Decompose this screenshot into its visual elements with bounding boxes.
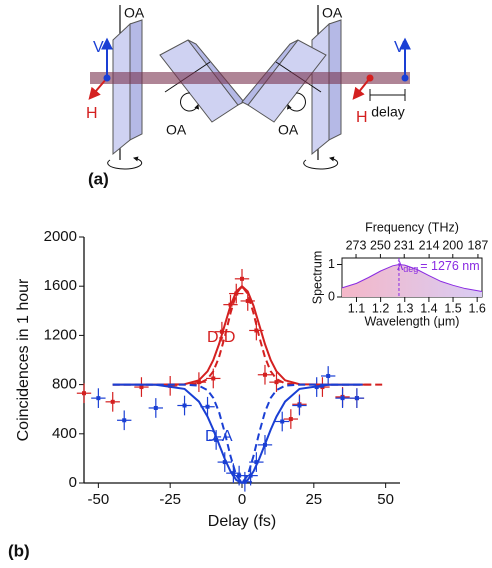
x-tick-label: 1.5 (444, 301, 461, 315)
y-tick-label: 0 (69, 474, 77, 491)
x-tick-label: 1.2 (372, 301, 389, 315)
panel-label: (a) (88, 169, 109, 188)
y-tick-label: 400 (52, 425, 77, 442)
x2-axis-label: Frequency (THz) (365, 220, 459, 234)
chart: 1.1 1.2 1.3 1.4 1.5 1.6 0 1 273 250 231 214 200 187 Wa… (310, 220, 488, 328)
waveplate (311, 22, 330, 156)
oa-label: OA (166, 122, 187, 138)
series-label: D-A (205, 428, 233, 445)
data-point (205, 404, 210, 409)
chart: -50 -25 0 25 50 0 400 800 1200 1600 2000 Delay (fs)… (15, 228, 400, 530)
line (112, 383, 363, 485)
x-tick-label: -50 (88, 491, 110, 508)
oa-label: OA (278, 122, 299, 138)
line (112, 284, 372, 386)
x-tick-label: 50 (377, 491, 394, 508)
v-label: V (394, 39, 405, 56)
oa-label: OA (124, 5, 145, 21)
y-axis-label: Spectrum (310, 251, 324, 305)
rotation-arrow (286, 92, 306, 112)
data-point (240, 276, 244, 281)
h-arrow (88, 77, 108, 100)
annotation-text: = 1276 nm (420, 259, 479, 273)
data-point (297, 403, 302, 408)
polarization-dot (366, 74, 374, 82)
data-point (196, 380, 201, 385)
rotation-arrow (303, 156, 339, 170)
h-label: H (86, 105, 98, 122)
y-tick-label: 1600 (44, 277, 77, 294)
x-tick-label: -25 (159, 491, 181, 508)
x2-tick-label: 200 (442, 238, 463, 252)
waveplate (112, 22, 131, 156)
oa-label: OA (322, 5, 343, 21)
line (341, 263, 483, 292)
x2-tick-label: 231 (394, 238, 415, 252)
polarization-dot (401, 74, 409, 82)
data-point (280, 419, 285, 424)
rotation-arrow (180, 92, 200, 112)
y-tick-label: 800 (52, 376, 77, 393)
area (342, 264, 482, 297)
delay-label: delay (371, 104, 404, 120)
x-axis-label: Delay (fs) (208, 513, 276, 530)
x-axis-label: Wavelength (μm) (365, 314, 460, 328)
v-label: V (93, 39, 104, 56)
data-point (122, 418, 127, 423)
data-point (110, 399, 115, 404)
data-point (153, 405, 158, 410)
x-tick-label: 1.3 (396, 301, 413, 315)
y-tick-label: 2000 (44, 228, 77, 245)
data-point (82, 391, 86, 396)
rotation-arrow (107, 156, 143, 170)
line (112, 284, 386, 386)
x-tick-label: 25 (305, 491, 322, 508)
diagram: OA OA OA OA V V H H delay (a) (b) (8, 5, 411, 560)
data-point (245, 298, 250, 303)
polarization-dot (103, 74, 111, 82)
data-point (254, 328, 259, 333)
x2-tick-label: 187 (468, 238, 489, 252)
data-point (96, 396, 101, 401)
x-tick-label: 1.1 (348, 301, 365, 315)
y-tick-label: 1200 (44, 326, 77, 343)
y-axis-label: Coincidences in 1 hour (15, 278, 32, 441)
annotation-subscript: deg (403, 264, 418, 274)
x2-tick-label: 273 (346, 238, 367, 252)
data-point (274, 380, 279, 385)
data-point (231, 471, 236, 476)
x2-tick-label: 214 (419, 238, 440, 252)
panel-label: (b) (8, 541, 30, 560)
beam (90, 72, 410, 84)
data-point (288, 417, 293, 422)
line (112, 383, 363, 485)
h-label: H (356, 109, 368, 126)
data-point (211, 376, 216, 381)
x2-tick-label: 250 (370, 238, 391, 252)
data-point (139, 385, 144, 390)
h-arrow (352, 77, 371, 100)
x-tick-label: 1.4 (420, 301, 437, 315)
data-point (182, 403, 187, 408)
data-point (214, 437, 219, 442)
data-point (340, 396, 345, 401)
annotation: λdeg = 1276 nm (397, 259, 480, 274)
y-tick-label: 1 (328, 257, 335, 271)
annotation-symbol: λ (397, 259, 404, 273)
x-tick-label: 1.6 (468, 301, 485, 315)
data-point (222, 460, 227, 465)
data-point (326, 373, 331, 378)
delay-bracket (369, 89, 406, 101)
x-tick-label: 0 (238, 491, 246, 508)
data-point (354, 396, 359, 401)
y-tick-label: 0 (328, 289, 335, 303)
data-point (254, 460, 259, 465)
data-point (262, 372, 267, 377)
data-point (237, 473, 242, 478)
